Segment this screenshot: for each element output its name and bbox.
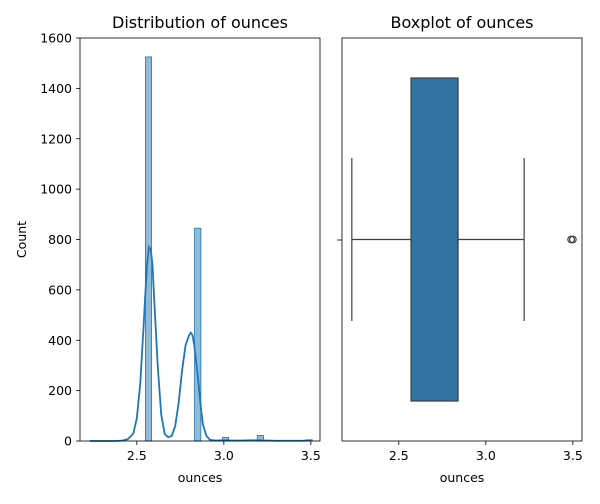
histogram-y-axis: 0 200 400 600 800 1000 1200 1400 1600 [40,31,80,449]
boxplot-title: Boxplot of ounces [390,13,533,32]
histogram-title: Distribution of ounces [112,13,288,32]
y-tick-label: 1400 [40,81,72,96]
x-tick-label: 3.5 [301,448,321,463]
boxplot-frame [341,37,583,442]
x-tick-label: 3.0 [214,448,234,463]
outlier-point [568,235,577,244]
histogram-frame [79,37,321,442]
x-tick-label: 3.0 [476,448,496,463]
y-tick-label: 1600 [40,31,72,46]
boxplot-x-axis: 2.5 3.0 3.5 [389,441,583,463]
histogram-panel: Distribution of ounces 0 200 400 600 800 1000… [14,13,321,485]
y-tick-label: 800 [48,232,72,247]
y-tick-label: 1000 [40,182,72,197]
histogram-x-axis: 2.5 3.0 3.5 [127,441,321,463]
boxplot-elements [351,77,577,402]
y-tick-label: 400 [48,333,72,348]
interquartile-box [410,77,459,402]
y-tick-label: 0 [64,434,72,449]
histogram-ylabel: Count [14,221,29,258]
x-tick-label: 2.5 [389,448,409,463]
x-tick-label: 3.5 [563,448,583,463]
boxplot-xlabel: ounces [440,470,485,485]
histogram-xlabel: ounces [178,470,223,485]
x-tick-label: 2.5 [127,448,147,463]
histogram-bars [144,56,313,442]
y-tick-label: 200 [48,383,72,398]
boxplot-panel: Boxplot of ounces 2.5 3.0 3.5 ounces [337,13,583,485]
y-tick-label: 600 [48,282,72,297]
y-tick-label: 1200 [40,131,72,146]
kde-curve [89,244,311,442]
histogram-bar [194,227,202,442]
